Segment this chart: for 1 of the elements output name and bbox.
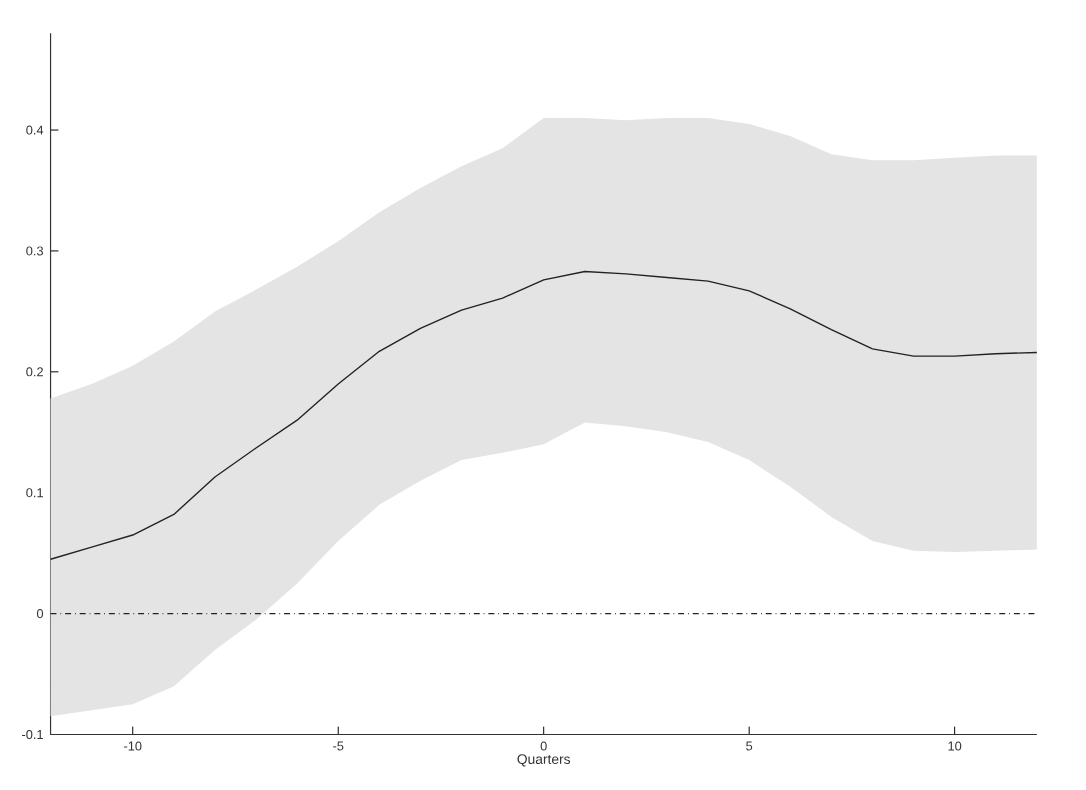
line-series bbox=[49, 270, 1038, 560]
